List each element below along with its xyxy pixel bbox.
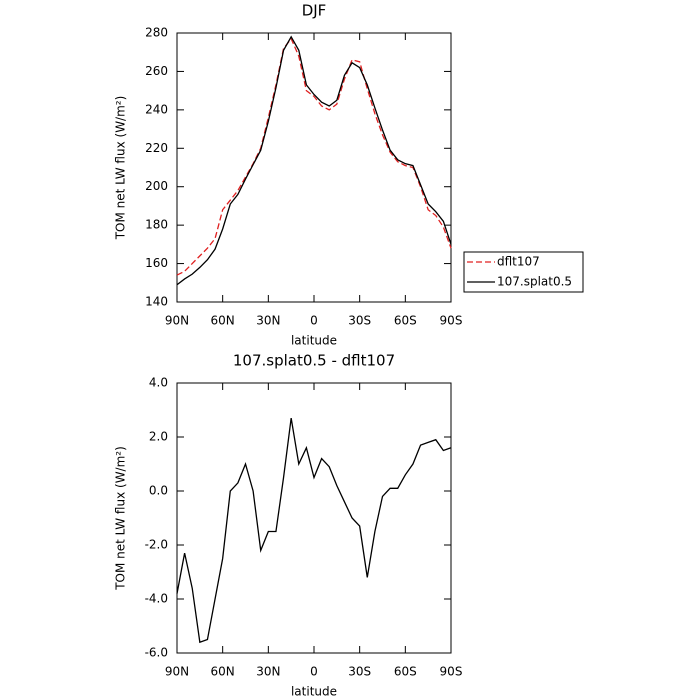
x-tick-label: 30N — [256, 314, 280, 328]
data-line — [176, 37, 452, 276]
y-tick-label: 4.0 — [149, 376, 168, 390]
x-tick-label: 90S — [440, 665, 463, 679]
x-axis-title: latitude — [291, 685, 337, 699]
legend-label: 107.splat0.5 — [497, 275, 572, 289]
x-tick-label: 60N — [211, 314, 235, 328]
x-tick-label: 0 — [310, 314, 318, 328]
y-tick-label: 260 — [145, 64, 168, 78]
plot-frame — [176, 32, 452, 303]
x-tick-label: 90N — [165, 314, 189, 328]
y-tick-label: -2.0 — [145, 538, 168, 552]
y-tick-label: 200 — [145, 179, 168, 193]
data-line — [176, 417, 452, 644]
x-tick-label: 0 — [310, 665, 318, 679]
y-tick-label: 0.0 — [149, 484, 168, 498]
y-tick-label: -4.0 — [145, 592, 168, 606]
x-tick-label: 90N — [165, 665, 189, 679]
y-tick-label: -6.0 — [145, 646, 168, 660]
y-tick-label: 2.0 — [149, 430, 168, 444]
x-tick-label: 30S — [348, 665, 371, 679]
x-tick-label: 90S — [440, 314, 463, 328]
legend-label: dflt107 — [497, 255, 540, 269]
x-tick-label: 30N — [256, 665, 280, 679]
y-tick-label: 240 — [145, 102, 168, 116]
y-axis-title: TOM net LW flux (W/m²) — [114, 96, 128, 241]
x-axis-title: latitude — [291, 334, 337, 348]
chart-title: 107.splat0.5 - dflt107 — [233, 352, 395, 370]
y-tick-label: 280 — [145, 26, 168, 40]
y-tick-label: 180 — [145, 218, 168, 232]
x-tick-label: 30S — [348, 314, 371, 328]
y-tick-label: 140 — [145, 295, 168, 309]
legend-box — [463, 251, 584, 293]
y-tick-label: 220 — [145, 141, 168, 155]
x-tick-label: 60S — [394, 665, 417, 679]
data-line — [176, 35, 452, 286]
chart-title: DJF — [302, 2, 327, 20]
plot-frame — [176, 382, 452, 654]
x-tick-label: 60N — [211, 665, 235, 679]
x-tick-label: 60S — [394, 314, 417, 328]
y-axis-title: TOM net LW flux (W/m²) — [114, 446, 128, 591]
y-tick-label: 160 — [145, 256, 168, 270]
